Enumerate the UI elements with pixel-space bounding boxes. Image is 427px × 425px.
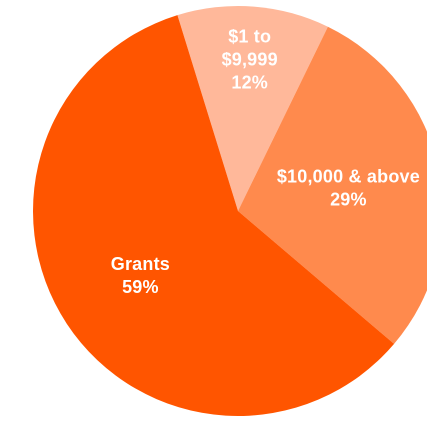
slice-category-label: $10,000 & above: [277, 167, 420, 187]
pie-slice-1: [238, 26, 427, 344]
slice-category-label: Grants: [111, 254, 170, 274]
slice-label-1: $10,000 & above 29%: [277, 167, 420, 210]
slice-category-label: $1 to: [228, 27, 271, 47]
slice-category-label: $9,999: [222, 50, 278, 70]
slice-label-0: $1 to $9,999 12%: [222, 27, 278, 93]
slice-value-label: 29%: [330, 190, 367, 210]
slice-value-label: 59%: [122, 277, 159, 297]
slice-label-2: Grants 59%: [111, 254, 170, 297]
pie-slice-0: [177, 6, 328, 212]
pie-slice-2: [33, 15, 395, 417]
slice-value-label: 12%: [231, 73, 268, 93]
